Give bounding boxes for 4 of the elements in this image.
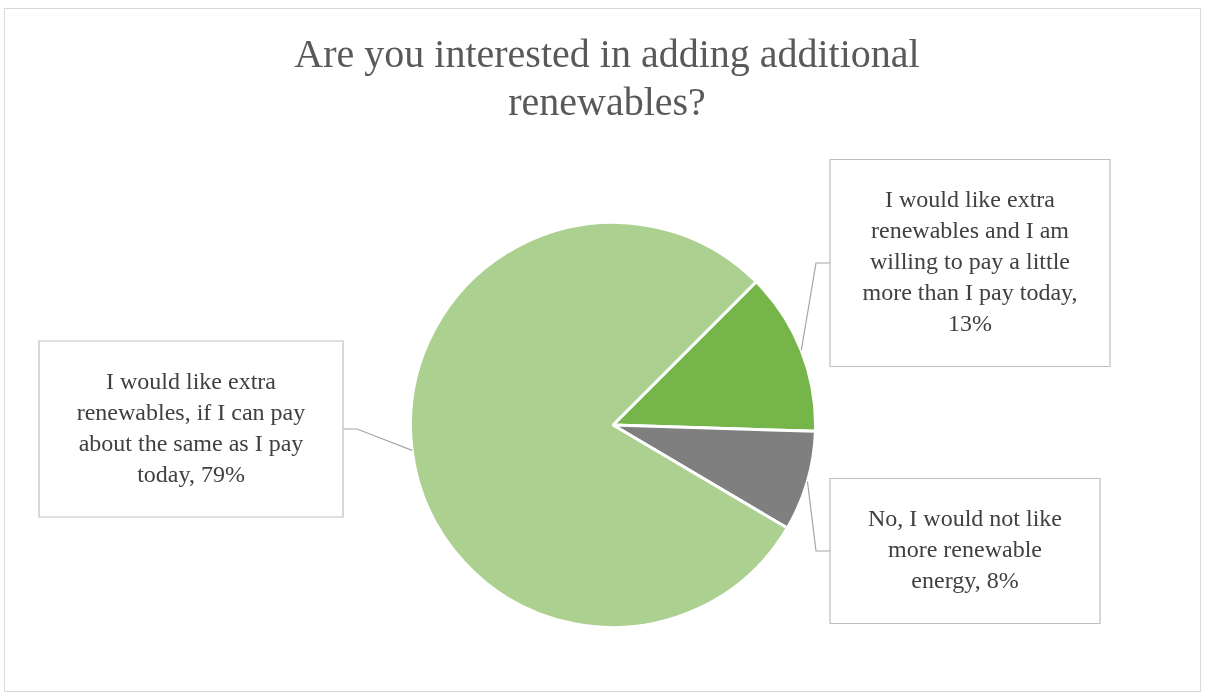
slice-label: I would like extra renewables, if I can pay about the same as I pay today, 79%: [76, 367, 306, 487]
slice-label: I would like extra renewables and I am willing to pay a little more than I pay today, 13%: [862, 186, 1078, 337]
chart-title: Are you interested in adding additional renewables?: [294, 30, 920, 124]
slice-label: No, I would not like more renewable energy, 8%: [868, 505, 1062, 594]
